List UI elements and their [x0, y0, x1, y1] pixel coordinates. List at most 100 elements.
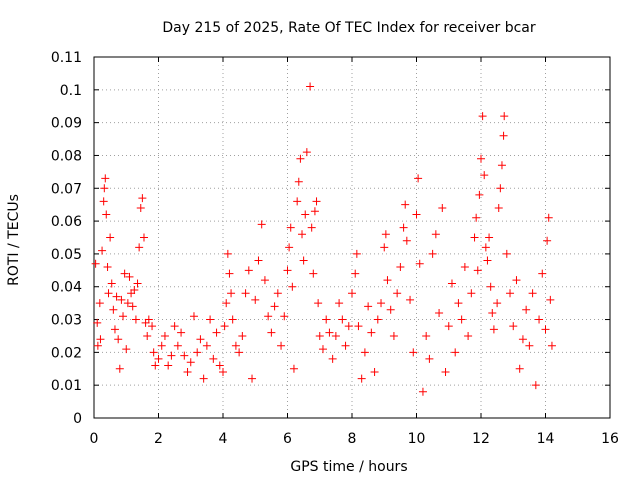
data-point [406, 295, 415, 304]
y-tick-label: 0.06 [51, 214, 82, 230]
data-point [518, 335, 527, 344]
data-point [143, 331, 152, 340]
data-point [110, 325, 119, 334]
data-point [202, 341, 211, 350]
data-point [148, 322, 157, 331]
x-tick-label: 2 [154, 431, 163, 447]
data-point [546, 295, 555, 304]
data-point [478, 112, 487, 121]
y-axis-label: ROTI / TECUs [6, 194, 22, 286]
data-point [547, 341, 556, 350]
data-point [91, 259, 100, 268]
data-point [402, 236, 411, 245]
data-point [235, 348, 244, 357]
data-point [535, 315, 544, 324]
data-point [497, 161, 506, 170]
data-point [180, 351, 189, 360]
data-point [298, 230, 307, 239]
data-point [206, 315, 215, 324]
data-point [318, 345, 327, 354]
data-point [103, 263, 112, 272]
x-tick-label: 8 [348, 431, 357, 447]
data-point [364, 302, 373, 311]
data-point [122, 345, 131, 354]
data-point [399, 223, 408, 232]
data-point [177, 328, 186, 337]
data-point [515, 364, 524, 373]
x-tick-label: 4 [219, 431, 228, 447]
y-tick-label: 0.04 [51, 280, 82, 296]
x-tick-label: 14 [537, 431, 555, 447]
data-point [151, 361, 160, 370]
data-point [322, 315, 331, 324]
data-point [486, 282, 495, 291]
data-point [212, 328, 221, 337]
data-point [438, 203, 447, 212]
data-point [257, 220, 266, 229]
data-point [238, 331, 247, 340]
data-point [415, 259, 424, 268]
data-point [164, 361, 173, 370]
data-point [123, 299, 132, 308]
data-point [93, 341, 102, 350]
data-point [352, 249, 361, 258]
data-point [472, 213, 481, 222]
data-point [144, 315, 153, 324]
data-point [95, 299, 104, 308]
data-point [447, 279, 456, 288]
grid [94, 57, 610, 418]
x-tick-label: 16 [601, 431, 619, 447]
data-point [473, 266, 482, 275]
data-point [296, 154, 305, 163]
data-point [223, 249, 232, 258]
data-point [102, 210, 111, 219]
data-point [222, 299, 231, 308]
data-point [199, 374, 208, 383]
data-point [310, 207, 319, 216]
data-point [115, 364, 124, 373]
x-tick-label: 12 [472, 431, 490, 447]
data-point [220, 322, 229, 331]
data-point [307, 223, 316, 232]
data-point [93, 318, 102, 327]
data-point [373, 315, 382, 324]
data-point [396, 263, 405, 272]
data-point [293, 197, 302, 206]
data-point [489, 325, 498, 334]
data-point [383, 276, 392, 285]
y-tick-label: 0.1 [60, 83, 82, 99]
data-point [481, 243, 490, 252]
data-point [451, 348, 460, 357]
data-point [389, 331, 398, 340]
data-point [157, 341, 166, 350]
data-point [464, 331, 473, 340]
data-point [283, 266, 292, 275]
data-point [512, 276, 521, 285]
data-point [183, 368, 192, 377]
chart-title: Day 215 of 2025, Rate Of TEC Index for r… [162, 20, 536, 36]
data-point [128, 302, 137, 311]
data-point [139, 233, 148, 242]
data-point [189, 312, 198, 321]
data-point [386, 305, 395, 314]
y-tick-label: 0.07 [51, 181, 82, 197]
data-point [314, 299, 323, 308]
data-point [117, 295, 126, 304]
data-point [306, 82, 315, 91]
data-point [522, 305, 531, 314]
data-point [267, 328, 276, 337]
data-point [99, 197, 108, 206]
data-point [209, 354, 218, 363]
data-point [270, 302, 279, 311]
data-point [475, 190, 484, 199]
data-point [288, 282, 297, 291]
data-point [477, 154, 485, 163]
data-point [273, 289, 282, 298]
data-point [251, 295, 260, 304]
data-point [370, 368, 379, 377]
data-points [91, 82, 556, 396]
x-tick-label: 6 [283, 431, 292, 447]
data-point [409, 348, 418, 357]
data-point [101, 174, 110, 183]
